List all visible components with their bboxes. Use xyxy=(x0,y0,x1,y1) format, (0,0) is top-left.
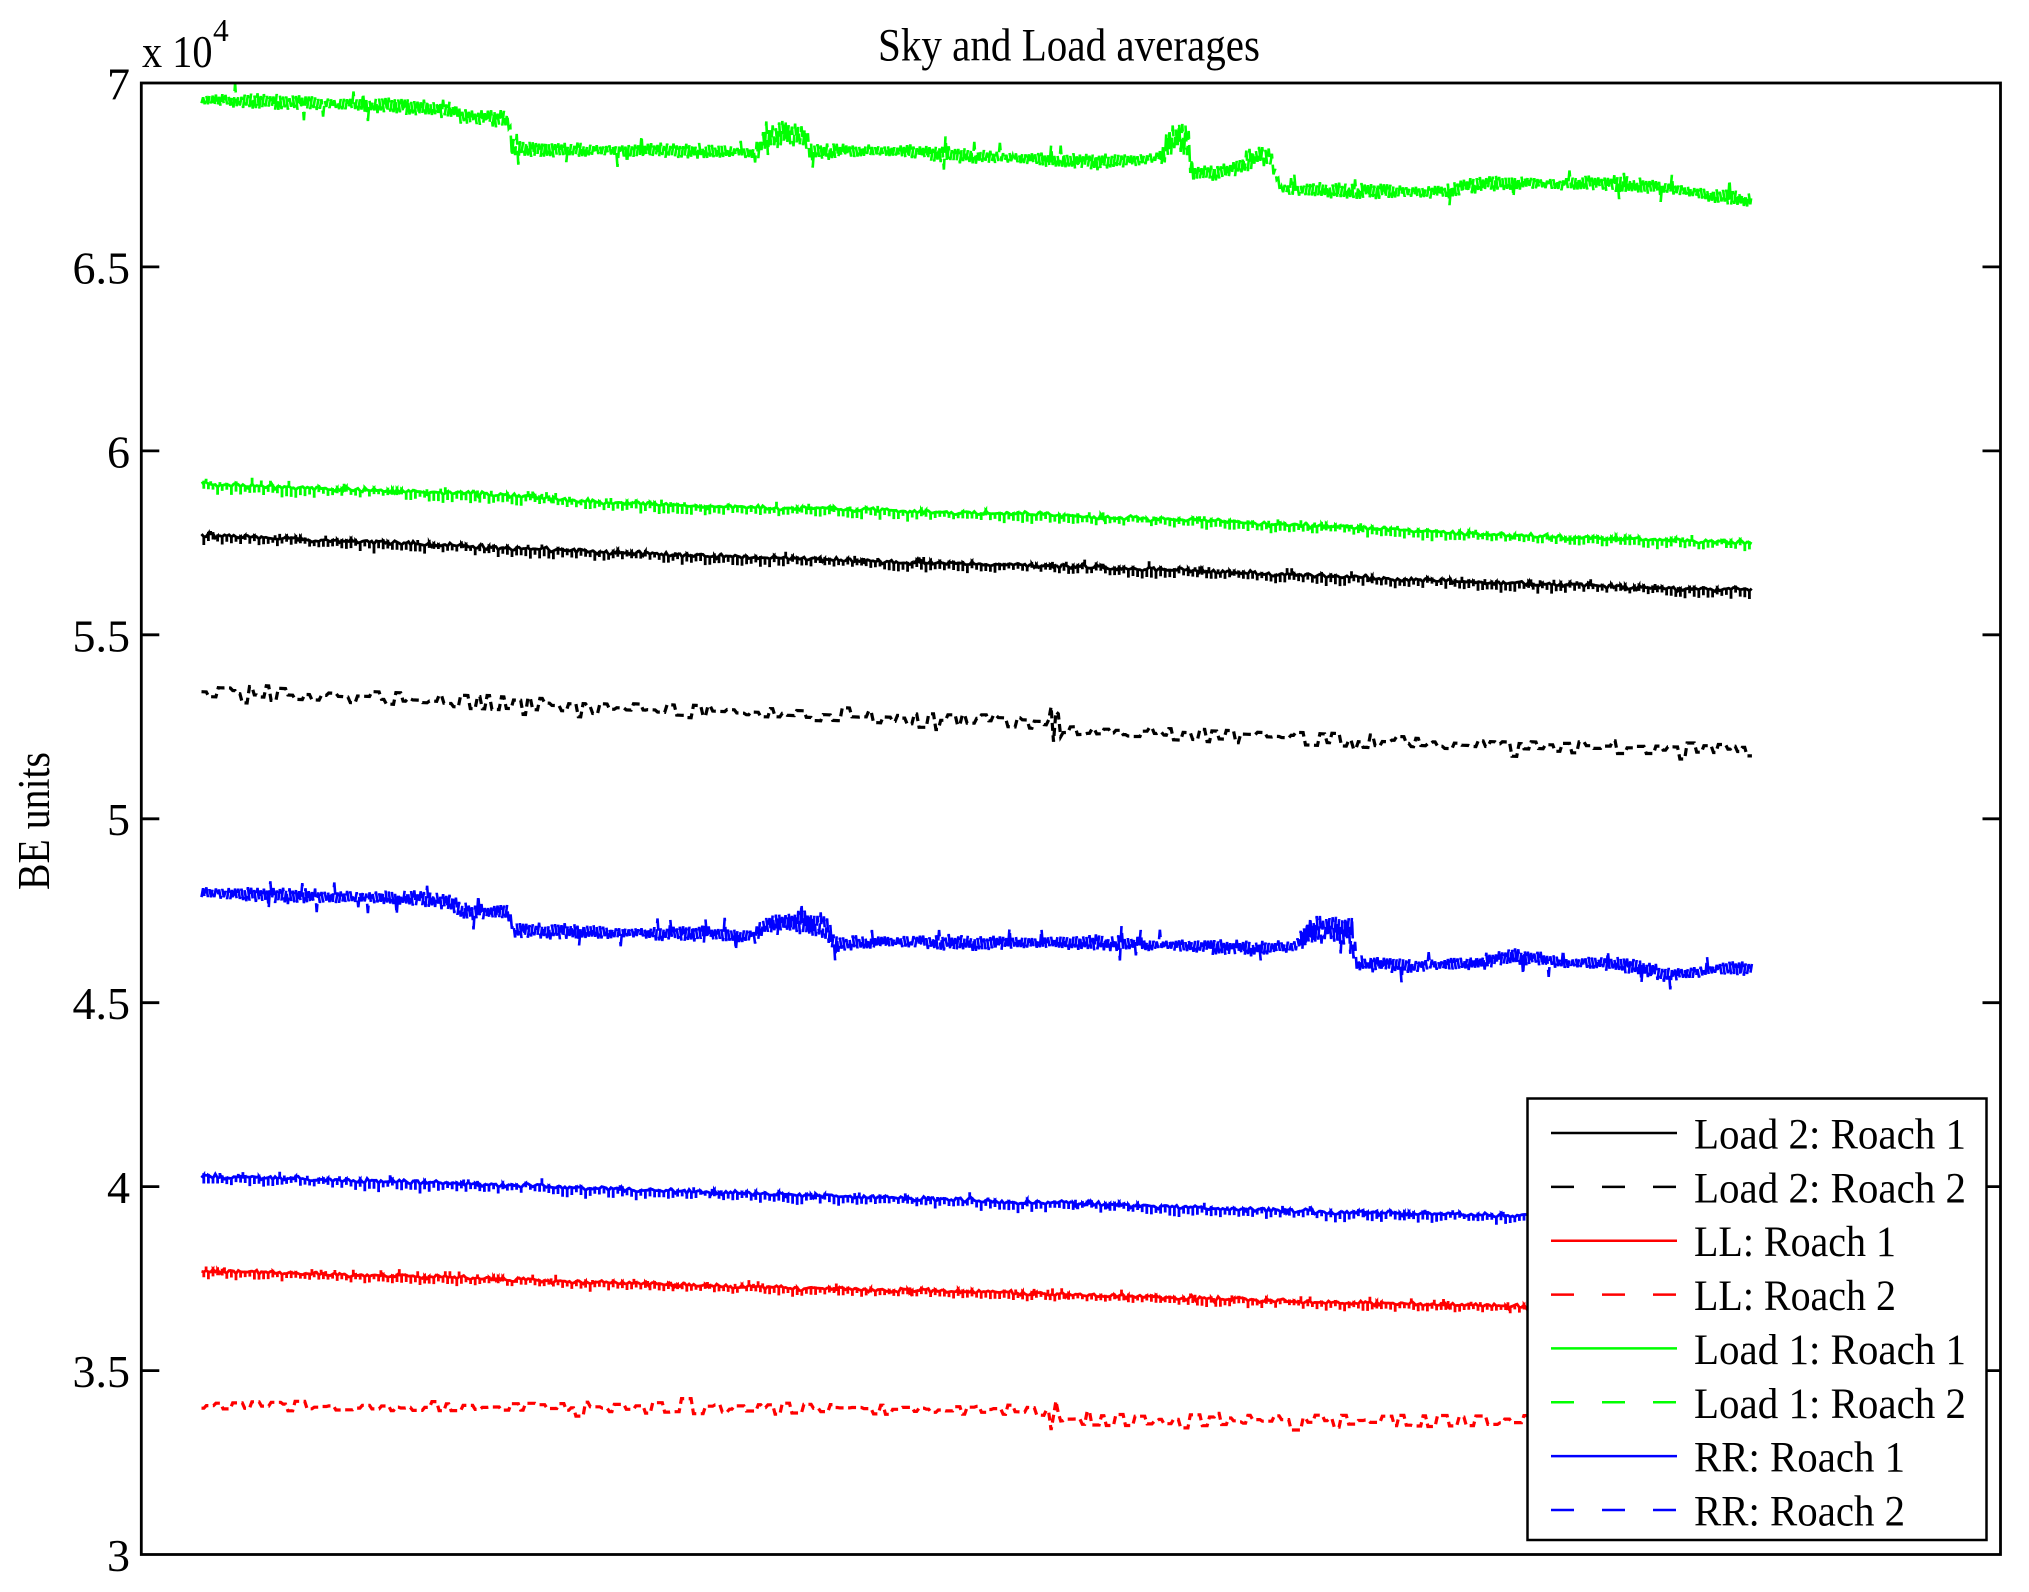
svg-text:5.5: 5.5 xyxy=(73,610,131,661)
svg-text:4.5: 4.5 xyxy=(73,978,131,1029)
svg-text:Sky and Load averages: Sky and Load averages xyxy=(878,20,1260,72)
svg-text:6.5: 6.5 xyxy=(73,242,131,293)
svg-text:LL: Roach 1: LL: Roach 1 xyxy=(1694,1218,1896,1266)
svg-text:Load 2: Roach 2: Load 2: Roach 2 xyxy=(1694,1164,1966,1212)
svg-text:x 10: x 10 xyxy=(142,26,213,77)
svg-text:Load 1: Roach 2: Load 1: Roach 2 xyxy=(1694,1380,1966,1428)
svg-text:RR: Roach 1: RR: Roach 1 xyxy=(1694,1434,1905,1482)
svg-text:3.5: 3.5 xyxy=(73,1346,131,1397)
svg-text:4: 4 xyxy=(213,13,229,48)
svg-text:7: 7 xyxy=(107,59,130,110)
svg-text:6: 6 xyxy=(107,426,130,477)
svg-text:4: 4 xyxy=(107,1162,130,1213)
svg-text:5: 5 xyxy=(107,794,130,845)
svg-text:Load 1: Roach 1: Load 1: Roach 1 xyxy=(1694,1326,1966,1374)
svg-text:RR: Roach 2: RR: Roach 2 xyxy=(1694,1488,1905,1536)
svg-text:LL: Roach 2: LL: Roach 2 xyxy=(1694,1272,1896,1320)
svg-text:Load 2: Roach 1: Load 2: Roach 1 xyxy=(1694,1111,1966,1159)
svg-text:3: 3 xyxy=(107,1530,130,1581)
svg-text:BE units: BE units xyxy=(9,752,59,890)
